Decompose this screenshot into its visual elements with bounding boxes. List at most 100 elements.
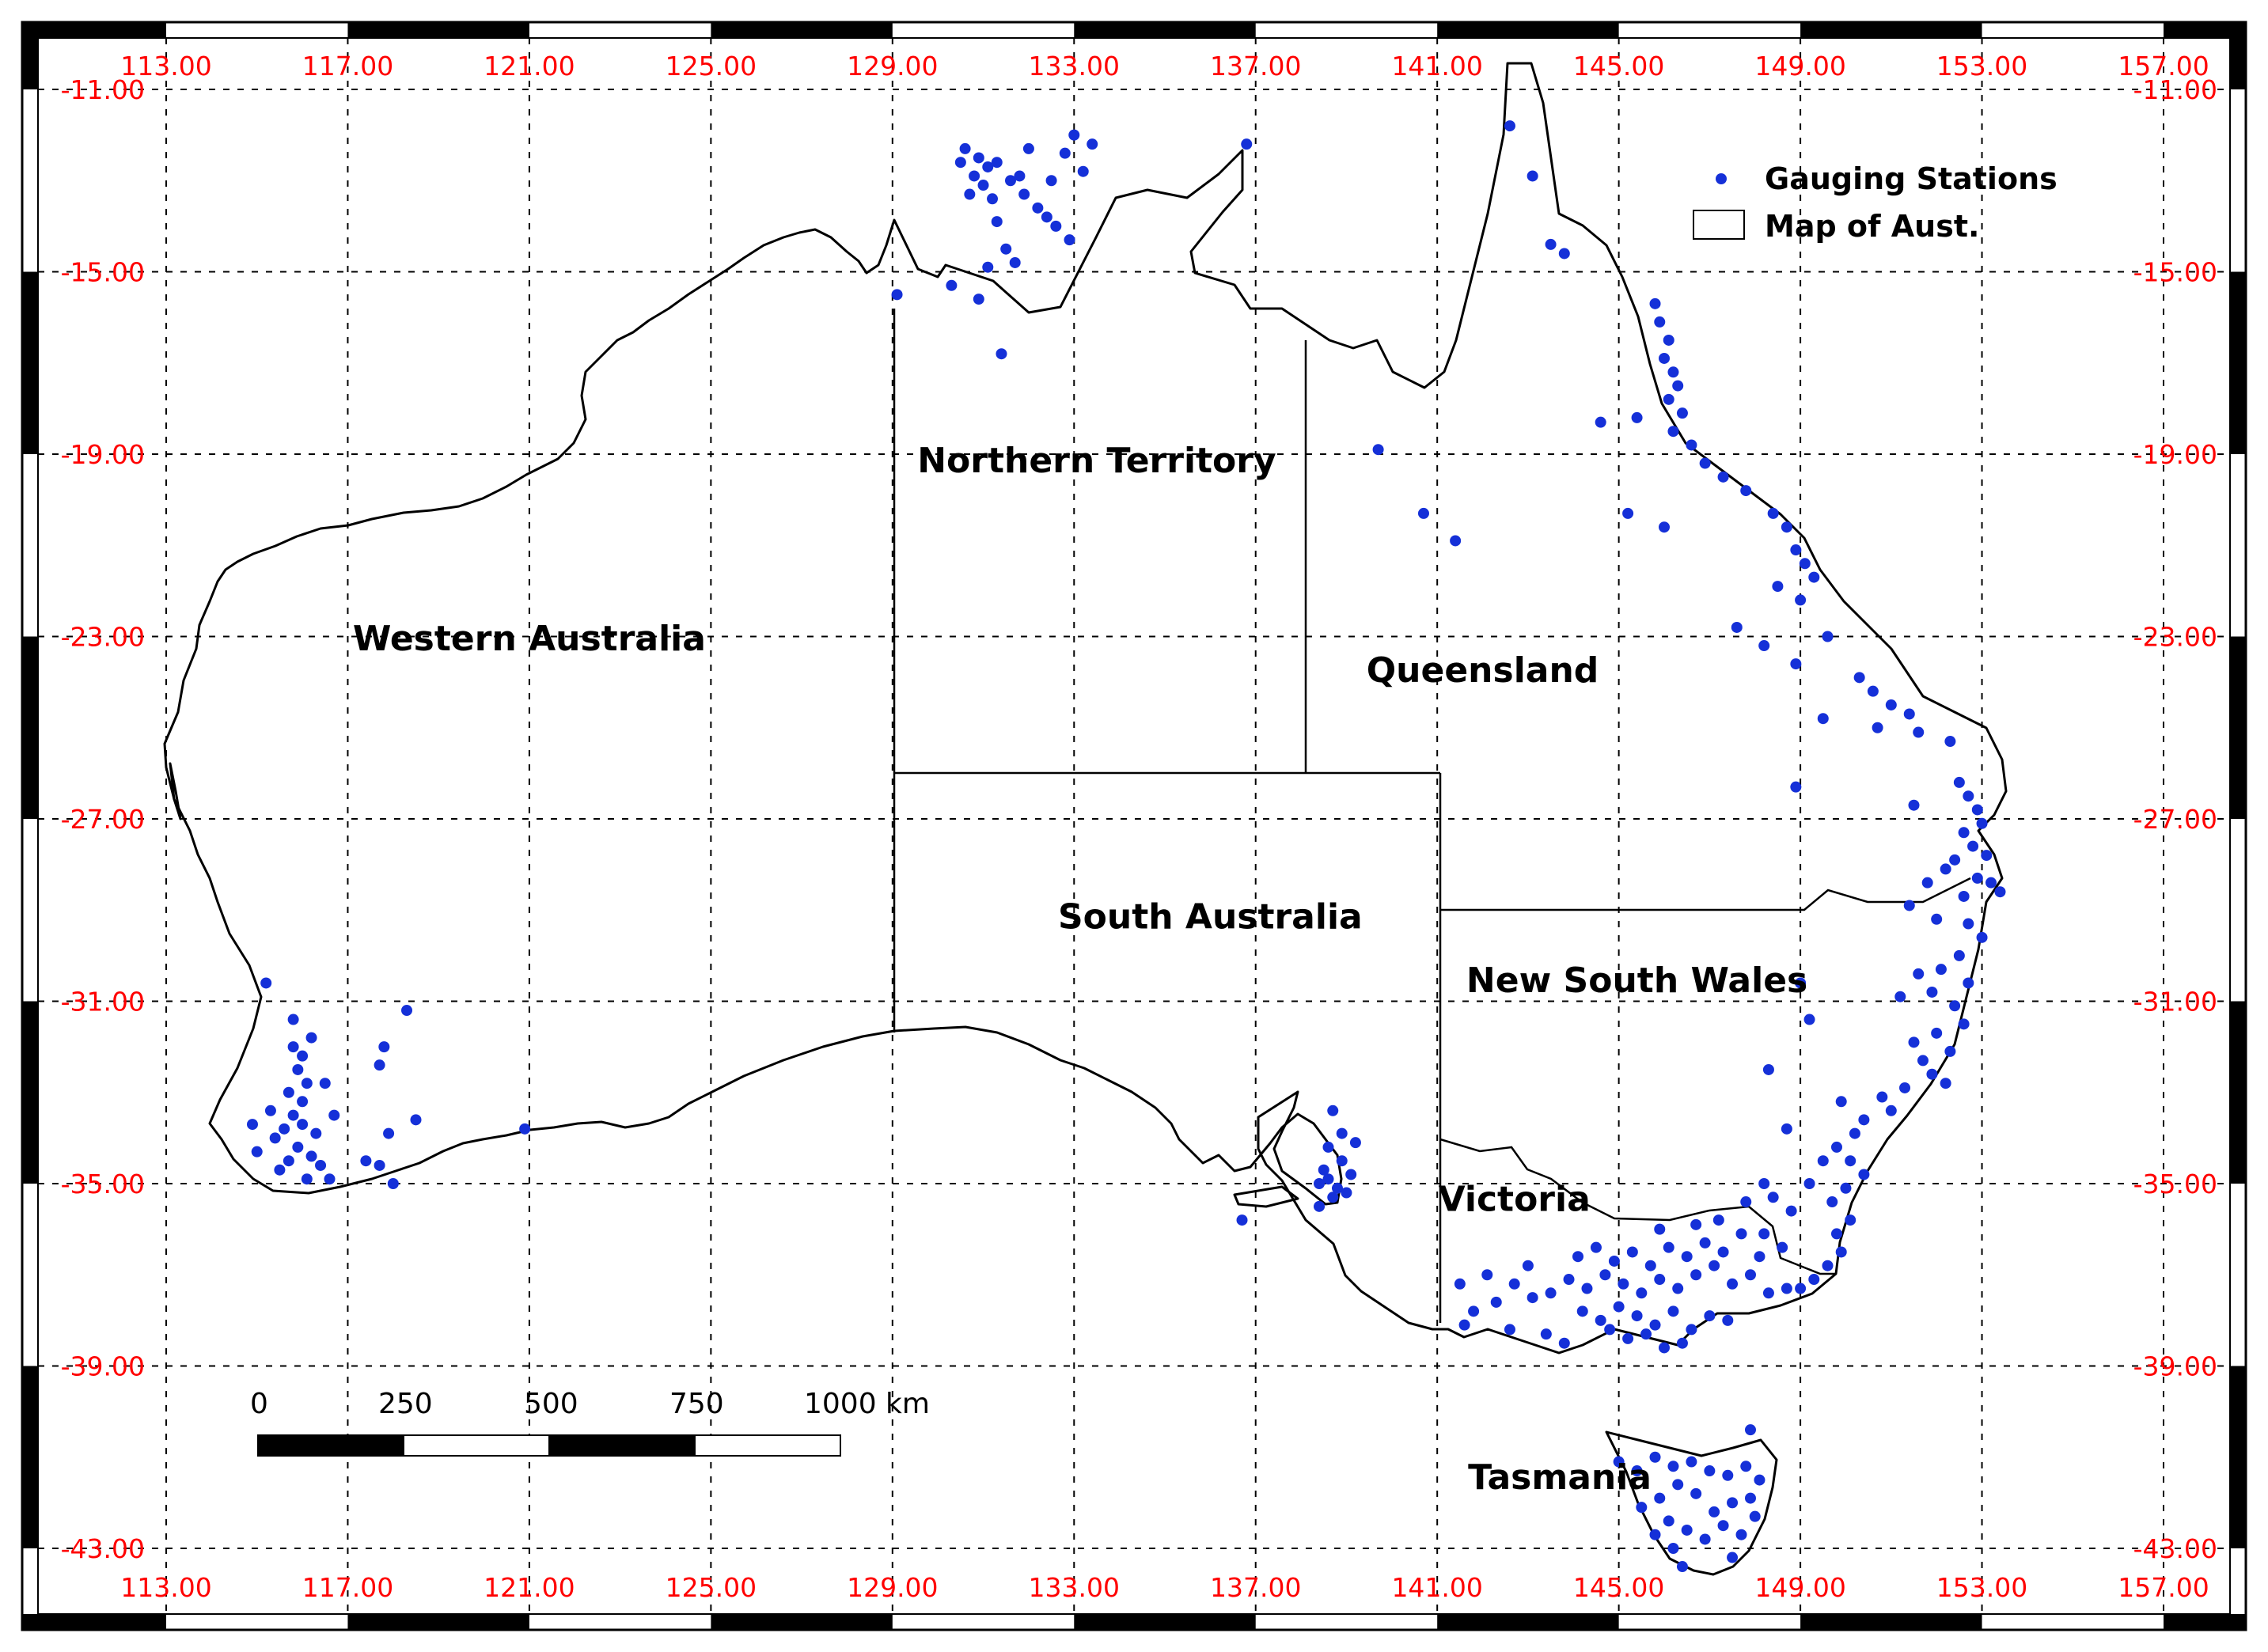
gauging-station-dot — [1672, 1479, 1684, 1491]
gauging-station-dot — [1921, 877, 1933, 889]
lat-tick-right: -19.00 — [2133, 439, 2217, 470]
frame-bar-right — [2230, 22, 2246, 89]
gauging-station-dot — [1849, 1127, 1860, 1139]
gauging-station-dot — [1690, 1487, 1702, 1499]
gauging-station-dot — [1926, 1068, 1938, 1080]
gauging-station-dot — [315, 1159, 327, 1171]
gauging-station-dot — [1845, 1214, 1856, 1226]
gauging-station-dot — [1631, 1465, 1643, 1477]
gauging-station-dot — [1858, 1169, 1870, 1180]
gauging-station-dot — [374, 1059, 385, 1071]
gauging-station-dot — [1931, 913, 1943, 925]
lon-tick-bottom: 117.00 — [302, 1572, 393, 1603]
frame-bar-bottom — [347, 1614, 529, 1630]
frame-bar-bottom — [1800, 1614, 1982, 1630]
gauging-station-dot — [1727, 1552, 1739, 1563]
gauging-station-dot — [973, 294, 984, 305]
gauging-station-dot — [1740, 485, 1752, 497]
gauging-station-dot — [1785, 1205, 1797, 1217]
gauging-station-dot — [1913, 968, 1925, 979]
gauging-station-dot — [1754, 1251, 1765, 1263]
gauging-station-dot — [964, 188, 976, 200]
scale-seg-3 — [548, 1434, 696, 1457]
lon-tick-top: 117.00 — [302, 51, 393, 81]
gauging-station-dot — [1613, 1301, 1625, 1313]
lon-tick-bottom: 149.00 — [1754, 1572, 1845, 1603]
gauging-station-dot — [1963, 790, 1974, 802]
gauging-station-dot — [1727, 1278, 1739, 1290]
gauging-station-dot — [1735, 1529, 1747, 1540]
scale-bar: 0 250 500 750 1000 km — [250, 1388, 930, 1457]
lon-tick-top: 121.00 — [484, 51, 575, 81]
gauging-station-dot — [1032, 202, 1044, 214]
gauging-station-dot — [1454, 1278, 1466, 1290]
tasmania-outline — [1605, 1430, 1778, 1576]
lon-tick-bottom: 125.00 — [666, 1572, 757, 1603]
gauging-station-dot — [1758, 640, 1770, 652]
frame-bar-top — [22, 22, 166, 38]
gauging-station-dot — [360, 1155, 372, 1167]
gauging-station-dot — [305, 1032, 317, 1044]
gauging-station-dot — [1958, 890, 1970, 902]
gauging-station-dot — [1985, 877, 1997, 889]
gauging-station-dot — [1581, 1283, 1593, 1294]
gauging-station-dot — [1681, 1524, 1693, 1536]
lat-tick-left: -39.00 — [61, 1351, 145, 1382]
gauging-station-dot — [1704, 1465, 1716, 1477]
gauging-station-dot — [1899, 1082, 1911, 1093]
gauging-station-dot — [1676, 1561, 1688, 1573]
gauging-station-dot — [410, 1114, 422, 1126]
gauging-station-dot — [1014, 170, 1026, 182]
gauging-station-dot — [1636, 1502, 1648, 1514]
gauging-station-dot — [1341, 1187, 1352, 1199]
lon-tick-bottom: 153.00 — [1936, 1572, 2027, 1603]
lat-tick-right: -39.00 — [2133, 1351, 2217, 1382]
state-label-nt: Northern Territory — [917, 441, 1276, 481]
lat-tick-left: -31.00 — [61, 987, 145, 1017]
gauging-station-dot — [1740, 1196, 1752, 1208]
gauging-station-dot — [301, 1078, 313, 1089]
gauging-station-dot — [1940, 1078, 1951, 1089]
gauging-station-dot — [1690, 1269, 1702, 1281]
gauging-station-dot — [1767, 1192, 1779, 1203]
gauging-station-dot — [1649, 1529, 1661, 1540]
gauging-station-dot — [264, 1104, 276, 1116]
lon-tick-top: 113.00 — [120, 51, 211, 81]
frame-bar-top — [1437, 22, 1619, 38]
gauging-station-dot — [1913, 726, 1925, 738]
gauging-station-dot — [1000, 243, 1012, 255]
lat-tick-right: -11.00 — [2133, 74, 2217, 105]
gauging-station-dot — [1795, 1283, 1807, 1294]
lat-tick-left: -11.00 — [61, 74, 145, 105]
frame-bar-top — [711, 22, 893, 38]
gauging-station-dot — [1504, 120, 1515, 132]
state-label-vic: Victoria — [1439, 1180, 1591, 1220]
gauging-station-dot — [1709, 1506, 1720, 1517]
gauging-station-dot — [1558, 1337, 1570, 1349]
gauging-station-dot — [1481, 1269, 1493, 1281]
gauging-station-dot — [1527, 170, 1538, 182]
qld-nsw-border — [1440, 877, 1971, 911]
gauging-station-dot — [1050, 220, 1062, 232]
gauging-station-dot — [1790, 781, 1802, 793]
gauging-station-dot — [1699, 1237, 1711, 1248]
gauging-station-dot — [297, 1119, 309, 1131]
scale-label-1000: 1000 km — [804, 1388, 930, 1420]
gauging-station-dot — [1686, 439, 1697, 451]
gauging-station-dot — [1981, 850, 1993, 862]
gauging-station-dot — [1762, 1063, 1774, 1075]
lat-tick-left: -27.00 — [61, 804, 145, 835]
gauging-station-dot — [1740, 1461, 1752, 1472]
gauging-station-dot — [1045, 175, 1057, 187]
gauging-station-dot — [1971, 804, 1983, 816]
gauging-station-dot — [1649, 1319, 1661, 1331]
gauging-station-dot — [1767, 507, 1779, 519]
gauging-station-dot — [305, 1150, 317, 1162]
state-label-qld: Queensland — [1367, 650, 1599, 691]
gauging-station-dot — [1331, 1182, 1343, 1194]
gauging-station-dot — [1041, 211, 1052, 223]
gauging-station-dot — [1903, 900, 1915, 911]
gauging-station-dot — [1654, 1492, 1666, 1504]
gauging-station-dot — [1009, 256, 1021, 268]
gauging-station-dot — [1545, 1287, 1557, 1299]
